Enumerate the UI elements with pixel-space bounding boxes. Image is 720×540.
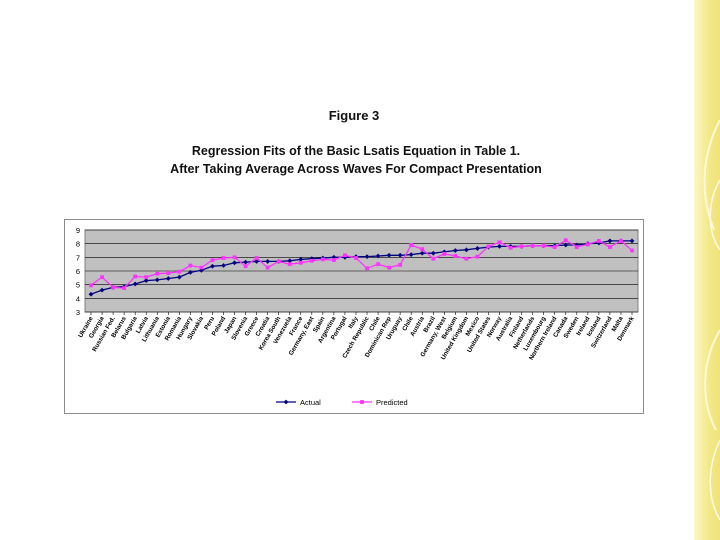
data-point-actual [563,242,569,248]
data-point-predicted [309,258,314,263]
data-point-predicted [619,239,623,243]
figure-label: Figure 3 [328,108,380,123]
data-point-predicted [596,239,601,243]
data-point-predicted [100,275,104,280]
decorative-side-strip [694,0,720,540]
legend-label: Predicted [376,398,408,407]
data-point-predicted [365,266,369,271]
data-point-predicted [486,244,491,249]
data-point-predicted [563,238,568,243]
chart-container: 3 4 5 6 7 8 9 Ukraine Georgia Russian Fed. Belarus… [64,219,644,414]
y-tick-label: 7 [76,253,80,262]
data-point-predicted [630,248,634,253]
data-point-predicted [210,258,215,262]
data-point-predicted [331,258,336,262]
data-point-actual [221,263,226,268]
data-point-predicted [519,244,524,249]
data-point-predicted [409,243,414,247]
data-point-actual [176,274,182,280]
data-point-predicted [608,245,612,249]
y-tick-label: 9 [76,226,80,235]
data-point-actual [375,253,381,259]
data-point-actual [629,238,635,244]
data-point-actual [419,250,425,256]
data-point-actual [452,248,458,253]
data-point-predicted [398,262,403,267]
data-point-predicted [431,256,436,261]
data-point-actual [232,260,237,266]
data-point-predicted [188,263,193,268]
data-point-predicted [221,256,226,260]
data-point-actual [243,259,248,265]
data-point-predicted [552,245,557,249]
data-point-predicted [497,240,502,245]
data-point-predicted [232,255,237,260]
data-point-actual [397,252,403,258]
data-point-predicted [420,247,425,252]
data-point-predicted [276,259,281,264]
data-point-predicted [254,256,259,260]
data-point-predicted [111,285,115,290]
data-point-actual [265,259,271,264]
data-point-actual [99,287,105,293]
data-point-predicted [585,242,590,247]
data-point-actual [430,250,436,256]
data-point-predicted [453,254,458,258]
data-point-actual [199,267,204,273]
data-point-predicted [376,262,380,267]
data-point-predicted [541,243,546,248]
data-point-actual [298,256,304,262]
data-point-predicted [89,283,93,288]
data-point-predicted [166,271,171,275]
data-point-actual [574,242,580,248]
data-point-predicted [122,286,127,290]
y-tick-label: 3 [76,308,80,317]
data-point-actual [607,238,613,244]
chart-title-line-2: After Taking Average Across Waves For Co… [170,162,542,176]
data-point-predicted [287,262,292,267]
data-point-actual [342,254,348,260]
data-point-predicted [199,265,204,270]
data-point-predicted [265,265,270,270]
data-point-actual [475,246,480,251]
swirl-decoration-icon [703,119,720,521]
data-point-predicted [464,256,469,261]
data-point-actual [254,259,260,264]
data-point-actual [154,277,160,283]
data-point-predicted [387,265,392,270]
y-tick-label: 4 [76,294,80,303]
chart-title-line-1: Regression Fits of the Basic Lsatis Equa… [191,144,521,158]
data-point-actual [210,263,215,269]
legend-marker-predicted [360,400,364,404]
y-tick-label: 8 [76,240,80,249]
data-point-predicted [508,245,513,250]
data-point-actual [187,269,193,275]
data-point-predicted [530,243,535,248]
data-point-predicted [133,274,138,279]
data-point-predicted [574,245,579,249]
data-point-predicted [155,271,160,276]
data-point-actual [386,252,392,258]
data-point-predicted [298,260,303,265]
y-tick-label: 5 [76,281,80,290]
data-point-predicted [320,257,325,262]
data-point-predicted [144,275,149,280]
data-point-actual [463,247,469,253]
data-point-predicted [177,269,182,274]
data-point-actual [364,254,370,260]
data-point-predicted [475,254,480,259]
y-tick-label: 6 [76,267,80,276]
data-point-predicted [354,256,358,260]
data-point-predicted [442,252,447,256]
data-point-actual [143,278,149,283]
data-point-predicted [243,264,248,269]
data-point-predicted [343,253,347,258]
legend-label: Actual [300,398,321,407]
